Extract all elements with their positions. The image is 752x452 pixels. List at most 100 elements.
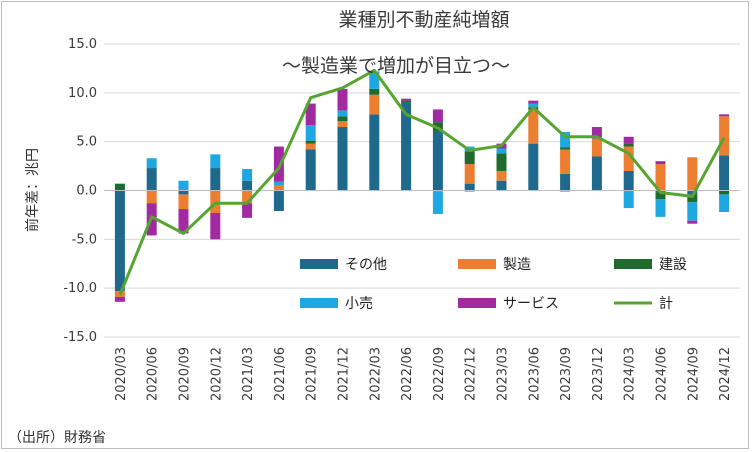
total-line-path — [118, 68, 726, 296]
bar-segment — [337, 127, 348, 191]
bar-segment — [242, 169, 253, 181]
bar-segment — [655, 161, 666, 165]
x-tick-labels: 2020/03 2020/06 2020/09 2020/12 2021/03 2021/… — [114, 347, 733, 401]
bar-segment — [305, 140, 316, 144]
bar-segment — [337, 110, 348, 117]
bar-segment — [655, 164, 666, 191]
bar-segment — [369, 114, 380, 191]
bar-segment — [369, 94, 380, 115]
bar-segment — [719, 194, 730, 212]
legend-label: 建設 — [659, 257, 687, 273]
bar-segment — [432, 191, 443, 214]
bar-segment — [687, 220, 698, 224]
y-axis-label: 前年差：兆円 — [24, 148, 41, 232]
x-tick-label: 2024/03 — [623, 347, 638, 401]
x-tick-label: 2023/03 — [496, 347, 511, 401]
bar-segment — [273, 146, 284, 182]
bar-segment — [591, 138, 602, 157]
bar-segment — [464, 183, 475, 191]
bar-segment — [623, 136, 634, 144]
bar-segment — [401, 100, 412, 103]
bar-segment — [719, 116, 730, 156]
bar-segment — [273, 181, 284, 186]
bar-segment — [305, 125, 316, 141]
bar-segment — [528, 109, 539, 144]
bar-segment — [369, 88, 380, 95]
bar-segment — [687, 194, 698, 203]
bar-segment — [623, 190, 634, 209]
x-tick-label: 2020/09 — [178, 347, 193, 401]
bar-segment — [432, 109, 443, 123]
x-tick-label: 2023/09 — [559, 347, 574, 401]
bar-segment — [369, 71, 380, 89]
x-tick-label: 2020/12 — [209, 347, 224, 401]
bar-segment — [146, 168, 157, 191]
y-tick-label: 5.0 — [76, 135, 97, 150]
source-note: （出所）財務省 — [8, 430, 106, 446]
bar-segment — [242, 180, 253, 191]
bar-segment — [623, 146, 634, 171]
y-tick-label: 15.0 — [68, 37, 97, 52]
bar-segment — [305, 143, 316, 150]
bar-segment — [242, 190, 253, 204]
bar-segment — [146, 190, 157, 204]
bar-segment — [528, 143, 539, 191]
bar-segment — [496, 170, 507, 181]
bar-segment — [560, 147, 571, 150]
y-tick-label: 0.0 — [76, 184, 97, 199]
bar-segment — [719, 114, 730, 117]
bar-segment — [273, 185, 284, 191]
bar-segment — [432, 131, 443, 191]
bar-segment — [687, 190, 698, 195]
bar-segment — [719, 155, 730, 191]
legend-label: 小売 — [345, 296, 373, 312]
bar-segment — [210, 168, 221, 191]
legend-swatch — [300, 298, 338, 308]
legend-swatch — [614, 259, 652, 269]
bar-segment — [178, 194, 189, 210]
legend-label: サービス — [503, 296, 559, 312]
y-tick-labels: 15.0 10.0 5.0 0.0 -5.0 -10.0 -15.0 — [63, 37, 97, 345]
bar-segment — [623, 143, 634, 147]
x-tick-label: 2023/12 — [591, 347, 606, 401]
total-line — [118, 68, 726, 296]
bar-segment — [337, 88, 348, 111]
bar-segment — [687, 157, 698, 191]
x-tick-label: 2022/12 — [464, 347, 479, 401]
x-tick-label: 2024/09 — [686, 347, 701, 401]
legend-label: その他 — [345, 257, 387, 273]
bar-segment — [464, 164, 475, 184]
bar-segment — [146, 158, 157, 169]
bar-segment — [114, 190, 125, 292]
bar-segment — [560, 173, 571, 191]
bar-segment — [591, 156, 602, 191]
bar-segment — [528, 103, 539, 108]
bar-segment — [178, 209, 189, 234]
legend-swatch — [300, 259, 338, 269]
y-tick-label: -10.0 — [63, 281, 97, 296]
bar-segment — [210, 154, 221, 169]
x-tick-label: 2021/06 — [273, 347, 288, 401]
x-tick-label: 2022/09 — [432, 347, 447, 401]
bar-segment — [114, 183, 125, 191]
bar-segment — [496, 148, 507, 154]
legend-swatch — [458, 298, 496, 308]
bar-segment — [528, 100, 539, 104]
x-tick-label: 2024/12 — [718, 347, 733, 401]
x-tick-label: 2021/12 — [337, 347, 352, 401]
x-tick-label: 2020/03 — [114, 347, 129, 401]
chart-subtitle: ～製造業で増加が目立つ～ — [282, 55, 510, 77]
x-tick-label: 2022/03 — [368, 347, 383, 401]
chart-title: 業種別不動産純増額 — [338, 9, 509, 31]
bar-segment — [591, 127, 602, 139]
x-tick-label: 2020/06 — [146, 347, 161, 401]
x-tick-label: 2021/09 — [305, 347, 320, 401]
bar-segment — [496, 153, 507, 171]
bar-segment — [496, 180, 507, 191]
x-tick-label: 2022/06 — [400, 347, 415, 401]
bar-segment — [655, 192, 666, 200]
